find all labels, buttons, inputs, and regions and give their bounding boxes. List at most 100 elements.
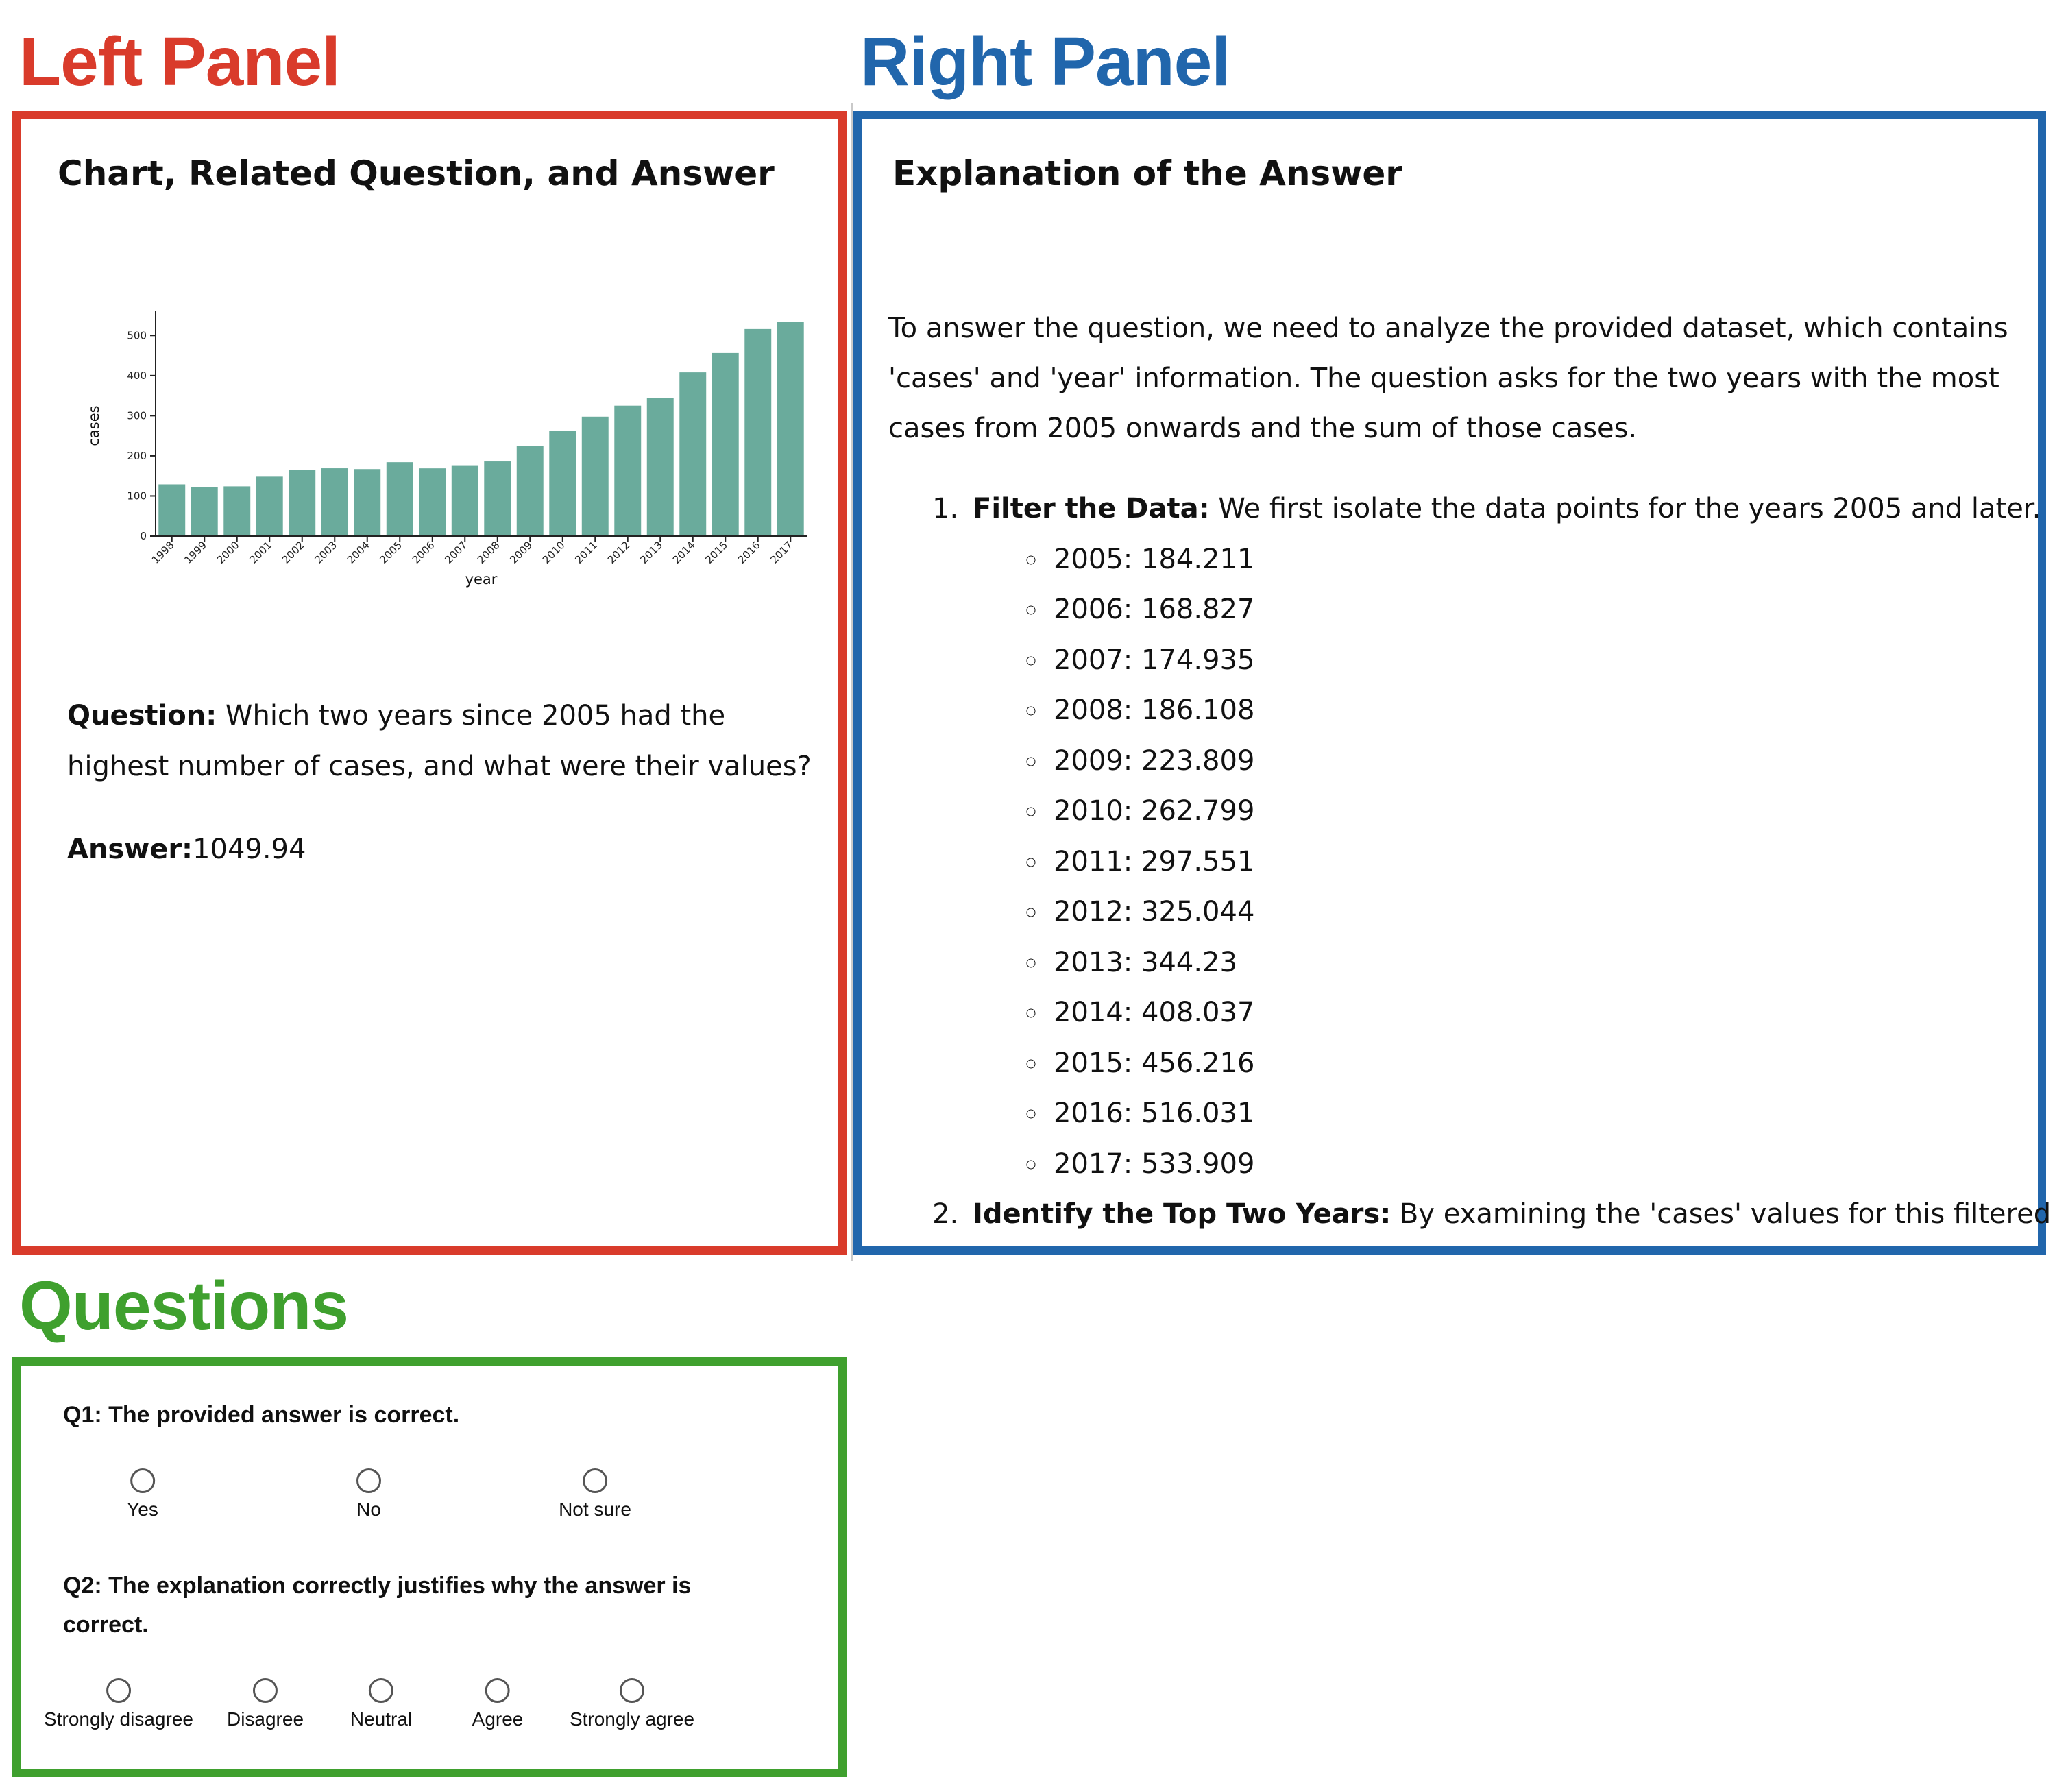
filtered-point-item: 2006: 168.827 xyxy=(1048,585,2055,635)
panel-divider xyxy=(851,103,853,1261)
bar xyxy=(289,470,316,536)
filtered-point-item: 2014: 408.037 xyxy=(1048,988,2055,1039)
bar xyxy=(484,461,511,536)
q2-option-agree[interactable]: Agree xyxy=(472,1678,524,1730)
filtered-point-item: 2010: 262.799 xyxy=(1048,786,2055,837)
x-tick-label: 2001 xyxy=(247,539,274,566)
filtered-point-item: 2008: 186.108 xyxy=(1048,686,2055,736)
bar xyxy=(679,372,707,536)
filtered-point-item: 2015: 456.216 xyxy=(1048,1039,2055,1089)
right-panel-heading: Right Panel xyxy=(860,23,1230,100)
x-tick-label: 2005 xyxy=(377,539,404,566)
step-filter-label: Filter the Data: xyxy=(973,493,1210,524)
bar xyxy=(223,486,251,536)
question-body: Which two years since 2005 had the highe… xyxy=(67,700,812,782)
q2-radio-circle[interactable] xyxy=(253,1678,278,1703)
x-tick-label: 1998 xyxy=(149,539,177,566)
q2-option-label: Neutral xyxy=(350,1708,413,1730)
q2-option-label: Disagree xyxy=(226,1708,304,1730)
x-tick-label: 2010 xyxy=(540,539,568,566)
q2-radio-circle[interactable] xyxy=(485,1678,510,1703)
x-tick-label: 2011 xyxy=(572,539,600,566)
x-axis-title: year xyxy=(465,571,498,588)
q2-option-label: Agree xyxy=(472,1708,524,1730)
step-identify-text: By examining the 'cases' values for this… xyxy=(1391,1198,2052,1230)
x-tick-label: 2003 xyxy=(312,539,339,566)
questions-heading: Questions xyxy=(19,1268,349,1344)
q2-option-neutral[interactable]: Neutral xyxy=(350,1678,412,1730)
q2-option-label: Strongly disagree xyxy=(44,1708,193,1730)
bar xyxy=(256,476,283,536)
question-text: Question: Which two years since 2005 had… xyxy=(67,690,835,792)
bar xyxy=(321,468,348,536)
y-tick-label: 300 xyxy=(127,409,147,422)
y-axis-title: cases xyxy=(86,405,102,446)
step-filter-text: We first isolate the data points for the… xyxy=(1209,493,2041,524)
x-tick-label: 2014 xyxy=(670,539,698,566)
right-panel-title: Explanation of the Answer xyxy=(892,154,1402,193)
x-tick-label: 2004 xyxy=(345,539,372,566)
q2-option-strongly-agree[interactable]: Strongly agree xyxy=(570,1678,694,1730)
answer-label: Answer: xyxy=(67,834,193,865)
bar xyxy=(712,352,739,536)
question-label: Question: xyxy=(67,700,217,731)
answer-text: Answer:1049.94 xyxy=(67,824,835,875)
bar-chart: 0 100 200 300 400 500 1998 1999 2000 2001 2002 2003… xyxy=(86,311,807,588)
step-identify-label: Identify the Top Two Years: xyxy=(973,1198,1391,1230)
filtered-point-item: 2012: 325.044 xyxy=(1048,887,2055,938)
q2-label: Q2: The explanation correctly justifies … xyxy=(63,1573,692,1638)
filtered-point-item: 2017: 533.909 xyxy=(1048,1139,2055,1190)
filtered-point-item: 2009: 223.809 xyxy=(1048,736,2055,787)
q2-radio-circle[interactable] xyxy=(106,1678,131,1703)
q2-radio-group: Strongly disagree Disagree Neutral Agree Str… xyxy=(21,1678,857,1754)
filtered-point-item: 2011: 297.551 xyxy=(1048,837,2055,888)
q2-option-strongly-disagree[interactable]: Strongly disagree xyxy=(44,1678,193,1730)
right-panel: Explanation of the Answer xyxy=(853,111,2046,1255)
x-tick-label: 2017 xyxy=(768,539,795,566)
q1-option-no[interactable]: No xyxy=(356,1468,381,1521)
x-tick-label: 2006 xyxy=(410,539,437,566)
bar xyxy=(614,405,642,536)
filtered-point-item: 2013: 344.23 xyxy=(1048,938,2055,989)
bar xyxy=(158,484,186,536)
questions-panel: Q1: The provided answer is correct. Yes N… xyxy=(12,1357,847,1777)
explanation-steps: Filter the Data: We first isolate the da… xyxy=(888,484,2055,1240)
x-tick-label: 2013 xyxy=(637,539,665,566)
x-tick-label: 1999 xyxy=(182,539,209,566)
q1-option-not-sure[interactable]: Not sure xyxy=(559,1468,631,1521)
q1-radio-group: Yes No Not sure xyxy=(21,1468,857,1544)
q1-radio-circle[interactable] xyxy=(582,1468,607,1493)
q1-radio-circle[interactable] xyxy=(130,1468,155,1493)
bar xyxy=(581,416,609,536)
y-tick-label: 200 xyxy=(127,450,147,462)
filtered-point-item: 2005: 184.211 xyxy=(1048,535,2055,585)
bar xyxy=(354,469,381,536)
y-tick-label: 0 xyxy=(140,530,147,542)
y-tick-label: 100 xyxy=(127,489,147,502)
filtered-point-item: 2007: 174.935 xyxy=(1048,635,2055,686)
bar xyxy=(549,431,576,536)
answer-value: 1049.94 xyxy=(193,834,306,865)
left-panel-heading: Left Panel xyxy=(19,23,341,100)
q1-option-label: Yes xyxy=(127,1499,158,1520)
x-tick-label: 2009 xyxy=(507,539,535,566)
q2-radio-circle[interactable] xyxy=(619,1678,644,1703)
q1-label: Q1: The provided answer is correct. xyxy=(63,1402,460,1428)
bar xyxy=(419,468,446,536)
bar xyxy=(451,465,478,536)
q1-radio-circle[interactable] xyxy=(356,1468,381,1493)
filtered-points-list: 2005: 184.2112006: 168.8272007: 174.9352… xyxy=(973,535,2055,1190)
x-tick-label: 2007 xyxy=(442,539,470,566)
q2-radio-circle[interactable] xyxy=(368,1678,393,1703)
q2-option-disagree[interactable]: Disagree xyxy=(227,1678,304,1730)
x-tick-label: 2012 xyxy=(605,539,633,566)
bar xyxy=(777,322,804,536)
q2-option-label: Strongly agree xyxy=(569,1708,695,1730)
x-tick-label: 2016 xyxy=(735,539,763,566)
filtered-point-item: 2016: 516.031 xyxy=(1048,1089,2055,1139)
explanation-intro: To answer the question, we need to analy… xyxy=(888,313,2008,444)
step-identify: Identify the Top Two Years: By examining… xyxy=(967,1189,2055,1240)
x-tick-label: 2015 xyxy=(703,539,730,566)
q1-option-yes[interactable]: Yes xyxy=(127,1468,158,1521)
x-tick-label: 2008 xyxy=(475,539,502,566)
